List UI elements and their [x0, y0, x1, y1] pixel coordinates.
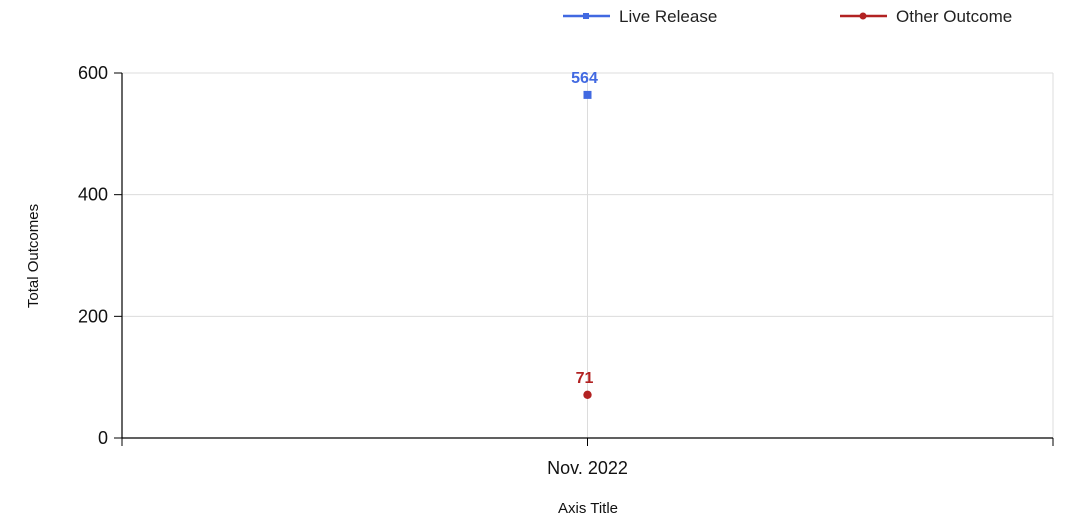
- y-tick-label: 0: [98, 428, 108, 448]
- data-label-live-release: 564: [571, 70, 598, 87]
- axes: [114, 72, 1054, 446]
- x-axis-title: Axis Title: [558, 500, 618, 517]
- tick-labels: 0 200 400 600 Nov. 2022: [78, 63, 628, 478]
- y-axis-title: Total Outcomes: [25, 204, 42, 308]
- y-tick-label: 400: [78, 185, 108, 205]
- legend-item-live-release[interactable]: Live Release: [563, 7, 717, 26]
- data-marks: 564 71: [571, 70, 598, 400]
- legend-item-other-outcome[interactable]: Other Outcome: [840, 7, 1012, 26]
- data-point-live-release: [583, 90, 592, 99]
- data-label-other-outcome: 71: [576, 370, 594, 387]
- legend-marker-other-outcome: [859, 12, 867, 20]
- y-tick-label: 600: [78, 63, 108, 83]
- legend-label-live-release: Live Release: [619, 7, 717, 26]
- legend-label-other-outcome: Other Outcome: [896, 7, 1012, 26]
- legend: Live Release Other Outcome: [563, 7, 1012, 26]
- legend-marker-live-release: [583, 13, 589, 19]
- gridlines: [122, 72, 1054, 438]
- data-point-other-outcome: [583, 390, 592, 400]
- y-tick-label: 200: [78, 306, 108, 326]
- x-tick-label: Nov. 2022: [547, 458, 628, 478]
